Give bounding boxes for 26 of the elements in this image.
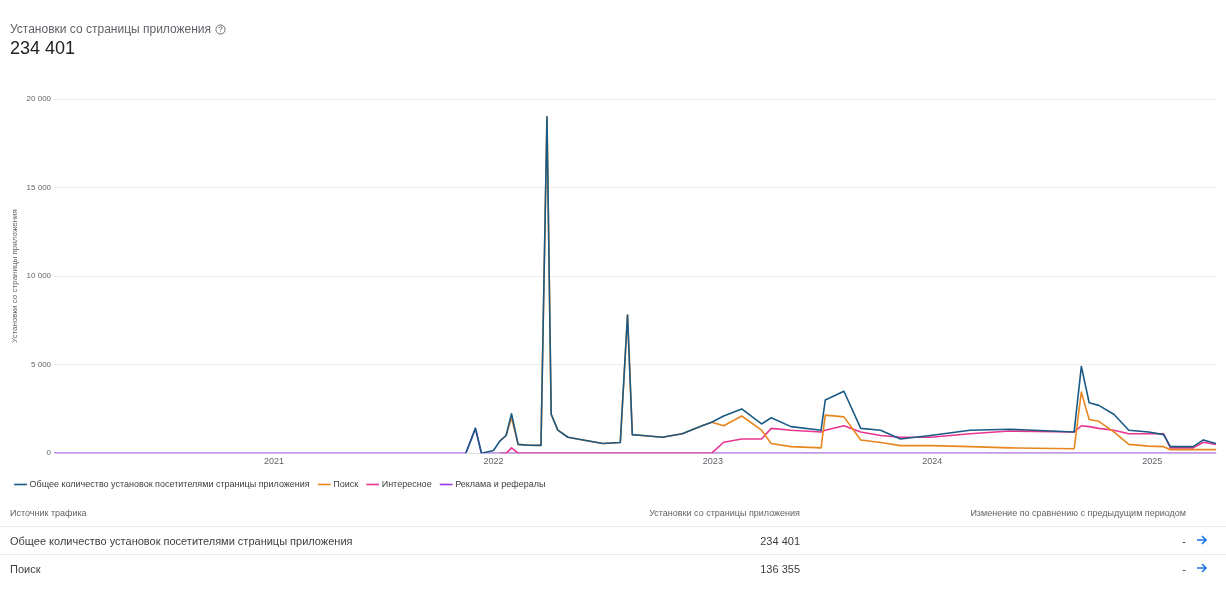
text: 234 401 xyxy=(759,534,800,547)
text: Изменение по сравнению с предыдущим периодом xyxy=(969,507,1187,518)
x-tick-label: 2023 xyxy=(702,456,723,467)
text: Поиск xyxy=(10,562,42,575)
y-tick-label: 0 xyxy=(46,448,52,458)
text: 136 355 xyxy=(759,562,800,575)
text: - xyxy=(1181,562,1187,575)
y-tick-label: 20 000 xyxy=(26,94,52,104)
y-axis-title: Установки со страницы приложения xyxy=(10,209,19,344)
chart-subtitle: 234 401 xyxy=(10,38,77,59)
legend-label: Общее количество установок посетителями страницы приложения xyxy=(29,478,310,489)
legend-label: Интересное xyxy=(381,478,432,489)
text: Общее количество установок посетителями страницы приложения xyxy=(10,534,354,547)
x-tick-label: 2021 xyxy=(264,456,285,467)
legend-label: Реклама и рефералы xyxy=(455,478,546,489)
text: Установки со страницы приложения xyxy=(648,507,800,518)
x-tick-label: 2022 xyxy=(483,456,504,467)
text: - xyxy=(1181,534,1187,547)
y-tick-label: 15 000 xyxy=(26,182,52,192)
chart-title: Установки со страницы приложения xyxy=(10,22,212,36)
legend-label: Поиск xyxy=(333,478,359,489)
x-tick-label: 2025 xyxy=(1142,456,1163,467)
y-tick-label: 10 000 xyxy=(26,271,52,281)
y-tick-label: 5 000 xyxy=(31,359,52,369)
text: Источник трафика xyxy=(10,507,88,518)
x-tick-label: 2024 xyxy=(922,456,943,467)
